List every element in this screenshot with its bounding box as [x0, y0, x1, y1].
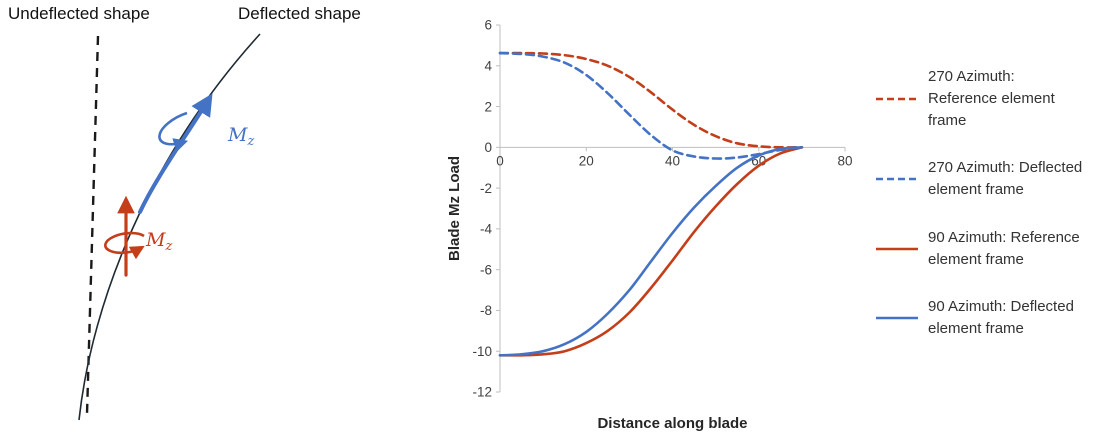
series-line-3 — [498, 146, 804, 357]
y-tick-label: 6 — [484, 18, 492, 33]
legend-label: 90 Azimuth: Reference element frame — [928, 228, 1080, 268]
series-line-2 — [498, 146, 804, 357]
x-tick-label: 20 — [579, 153, 594, 168]
legend-label: 270 Azimuth: Reference element frame — [928, 68, 1055, 129]
y-tick-label: -2 — [480, 181, 492, 196]
blade-deflection-diagram: Undeflected shape Deflected shape Mz Mz — [0, 0, 445, 447]
legend-item: 90 Azimuth: Reference element frame — [875, 227, 1113, 271]
legend-label: 270 Azimuth: Deflected element frame — [928, 159, 1083, 198]
deflected-blade-curve — [78, 33, 261, 421]
y-tick-label: 2 — [484, 99, 492, 114]
legend-item: 90 Azimuth: Deflected element frame — [875, 296, 1113, 340]
legend-line-sample — [876, 316, 918, 320]
chart: 6 4 2 0 -2 -4 -6 -8 -10 -12 0 20 40 60 80 Blade Mz Load… — [445, 0, 875, 447]
y-tick-label: -6 — [480, 262, 492, 277]
series-line-0 — [498, 51, 804, 149]
chart-legend: 270 Azimuth: Reference element frame 270 … — [875, 0, 1113, 447]
legend-line-sample — [876, 177, 918, 181]
moment-label-reference: Mz — [145, 229, 172, 254]
undeflected-shape-label: Undeflected shape — [8, 4, 150, 23]
deflected-moment-arrow — [138, 93, 213, 214]
legend-item: 270 Azimuth: Deflected element frame — [875, 157, 1113, 201]
legend-line-sample — [876, 247, 918, 250]
legend-label: 90 Azimuth: Deflected element frame — [928, 298, 1074, 337]
y-tick-label: -8 — [480, 303, 492, 318]
y-tick-label: 4 — [484, 59, 492, 74]
moment-label-deflected: Mz — [227, 124, 254, 149]
legend-item: 270 Azimuth: Reference element frame — [875, 66, 1113, 131]
y-tick-label: -10 — [472, 344, 492, 359]
y-axis-title: Blade Mz Load — [446, 156, 463, 261]
reference-moment-loop-icon — [104, 231, 145, 260]
x-tick-label: 40 — [665, 153, 680, 168]
legend-line-sample — [876, 97, 918, 100]
series-line-1 — [498, 51, 804, 160]
diagram-canvas: Undeflected shape Deflected shape Mz Mz — [8, 4, 361, 421]
y-tick-label: 0 — [484, 140, 492, 155]
x-axis-title: Distance along blade — [597, 415, 747, 432]
y-tick-label: -4 — [480, 222, 492, 237]
deflected-moment-loop-icon — [158, 111, 189, 152]
y-tick-label: -12 — [472, 385, 492, 400]
x-tick-label: 0 — [496, 153, 504, 168]
deflected-shape-label: Deflected shape — [238, 4, 361, 23]
x-tick-label: 80 — [837, 153, 852, 168]
